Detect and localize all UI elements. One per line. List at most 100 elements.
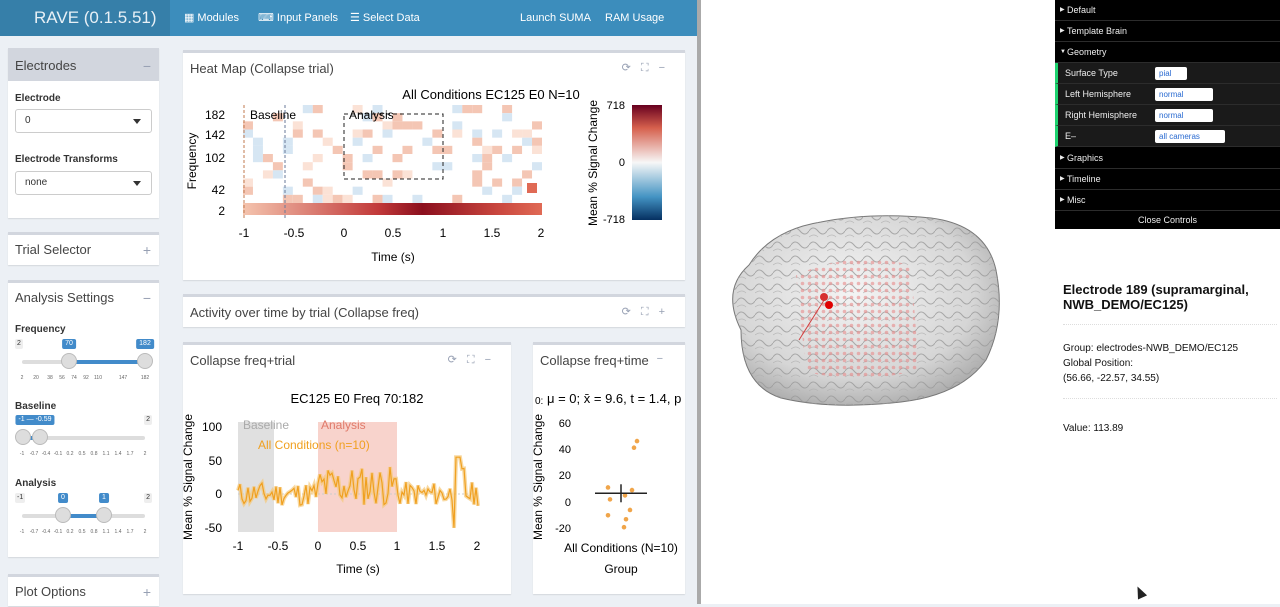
- heatmap-cell: [422, 137, 433, 146]
- list-icon: ☰: [350, 12, 360, 24]
- collapse-icon[interactable]: −: [142, 58, 151, 74]
- tick-label: -1: [19, 529, 25, 535]
- expand-icon[interactable]: +: [142, 242, 151, 258]
- slider-handle-to[interactable]: [96, 507, 112, 523]
- expand-icon[interactable]: ⛶: [466, 354, 485, 366]
- heatmap-panel-title: Heat Map (Collapse trial): [190, 61, 334, 76]
- tick-label: 38: [47, 375, 53, 381]
- slider-handle-from[interactable]: [61, 353, 77, 369]
- y-axis-label: Frequency: [185, 133, 199, 190]
- heatmap-cell: [502, 154, 513, 163]
- close-controls-button[interactable]: Close Controls: [1055, 212, 1280, 229]
- controls-folder-template-brain[interactable]: ▶ Template Brain: [1055, 21, 1280, 42]
- heatmap-cell: [492, 129, 503, 138]
- collapse-icon[interactable]: −: [142, 290, 151, 306]
- trial-selector-header[interactable]: Trial Selector +: [8, 235, 159, 265]
- heatmap-cell: [243, 129, 253, 138]
- viewer-controls: ▶ Default ▶ Template Brain ▼ Geometry Surfa…: [1055, 0, 1280, 229]
- right-hemisphere-select[interactable]: normal: [1155, 109, 1213, 122]
- e-label: E–: [1065, 131, 1077, 141]
- slider-track[interactable]: [22, 436, 145, 440]
- analysis-label: Analysis: [15, 478, 57, 489]
- plot-options-header[interactable]: Plot Options +: [8, 577, 159, 607]
- e-select[interactable]: all cameras: [1155, 130, 1225, 143]
- slider-handle-from[interactable]: [55, 507, 71, 523]
- e-row: E– all cameras: [1055, 126, 1280, 147]
- surface-type-select[interactable]: pial: [1155, 67, 1187, 80]
- slider-handle-to[interactable]: [32, 429, 48, 445]
- heatmap-cell: [282, 186, 293, 195]
- heatmap-cell: [492, 145, 503, 154]
- heatmap-cell: [512, 129, 523, 138]
- electrode-transforms-value: none: [25, 177, 48, 188]
- brain-3d-render[interactable]: [701, 0, 1280, 604]
- heatmap-cell: [272, 162, 283, 171]
- nav-ram-usage[interactable]: RAM Usage: [605, 12, 665, 24]
- app-title[interactable]: RAVE (0.1.5.51): [0, 0, 170, 36]
- scatter-points: [605, 438, 640, 530]
- expand-icon[interactable]: ⛶: [640, 306, 659, 318]
- refresh-icon[interactable]: ⟳: [447, 354, 467, 366]
- selected-electrode-marker[interactable]: [825, 301, 833, 309]
- collapse-icon[interactable]: −: [658, 62, 675, 74]
- baseline-slider[interactable]: 2 -1 — -0.59 -1 -0.7 -0.4 -0.1 0.2 0.5 0…: [15, 415, 152, 479]
- nav-input-panels-label: Input Panels: [276, 12, 339, 24]
- triangle-right-icon: ▶: [1060, 7, 1065, 13]
- refresh-icon[interactable]: ⟳: [621, 62, 641, 74]
- heatmap-cell: [292, 121, 303, 130]
- analysis-settings-header[interactable]: Analysis Settings −: [8, 283, 159, 313]
- heatmap-cell: [432, 129, 443, 138]
- tick-label: 1.1: [102, 451, 110, 457]
- triangle-right-icon: ▶: [1060, 155, 1065, 161]
- heatmap-cell: [352, 129, 363, 138]
- heatmap-cell: [243, 186, 253, 195]
- scatter-point: [605, 485, 611, 490]
- scatter-point: [607, 497, 613, 502]
- controls-folder-geometry[interactable]: ▼ Geometry: [1055, 42, 1280, 63]
- baseline-window-label: Baseline: [243, 418, 289, 432]
- y-tick-label: 2: [218, 204, 225, 218]
- heatmap-cell: [352, 137, 363, 146]
- analysis-slider[interactable]: -1 2 0 1 -1 -0.7 -0.4 -0.1 0.2 0.5 0.8 1…: [15, 493, 152, 557]
- controls-folder-timeline[interactable]: ▶ Timeline: [1055, 169, 1280, 190]
- nav-launch-suma[interactable]: Launch SUMA: [520, 12, 591, 24]
- right-hemisphere-row: Right Hemisphere normal: [1055, 105, 1280, 126]
- electrode-select[interactable]: 0: [15, 109, 152, 133]
- expand-plus-icon[interactable]: +: [658, 306, 675, 318]
- electrode-transforms-select[interactable]: none: [15, 171, 152, 195]
- y-axis-label: Mean % Signal Change: [183, 414, 195, 540]
- analysis-settings-box: Analysis Settings − Frequency 2 182 70 1…: [8, 280, 159, 557]
- nav-select-data[interactable]: ☰ Select Data: [350, 0, 420, 36]
- heatmap-cell: [392, 113, 403, 122]
- expand-icon[interactable]: ⛶: [640, 62, 659, 74]
- split-divider[interactable]: [697, 0, 701, 604]
- scatter-point: [623, 516, 629, 522]
- controls-folder-default[interactable]: ▶ Default: [1055, 0, 1280, 21]
- heatmap-cell: [482, 186, 493, 195]
- slider-handle-to[interactable]: [137, 353, 153, 369]
- slider-handle-from[interactable]: [15, 429, 31, 445]
- divider: [1063, 398, 1277, 399]
- heatmap-title: All Conditions EC125 E0 N=10: [402, 87, 579, 102]
- y-tick-label: -20: [555, 523, 571, 535]
- left-hemisphere-select[interactable]: normal: [1155, 88, 1213, 101]
- collapse-icon[interactable]: −: [656, 353, 673, 365]
- slider-ticks: 2 20 38 56 74 92 110 147 182: [15, 375, 152, 385]
- controls-folder-misc[interactable]: ▶ Misc: [1055, 190, 1280, 211]
- expand-icon[interactable]: +: [142, 584, 151, 600]
- tick-label: 56: [59, 375, 65, 381]
- heatmap-cell: [532, 145, 542, 154]
- folder-label: Misc: [1067, 195, 1086, 205]
- frequency-slider[interactable]: 2 182 70 182 2 20 38 56 74 92 110 147 18…: [15, 339, 154, 403]
- analysis-window-label: Analysis: [321, 418, 366, 432]
- electrode-grid[interactable]: [796, 259, 919, 379]
- nav-modules[interactable]: ▦ Modules: [184, 0, 239, 36]
- controls-folder-graphics[interactable]: ▶ Graphics: [1055, 148, 1280, 169]
- electrodes-header[interactable]: Electrodes −: [8, 51, 159, 81]
- heatmap-cell: [462, 105, 473, 114]
- electrode-marker[interactable]: [820, 293, 828, 301]
- collapse-icon[interactable]: −: [484, 354, 501, 366]
- heatmap-cell: [522, 170, 533, 179]
- refresh-icon[interactable]: ⟳: [621, 306, 641, 318]
- nav-input-panels[interactable]: ⌨ Input Panels: [258, 0, 338, 36]
